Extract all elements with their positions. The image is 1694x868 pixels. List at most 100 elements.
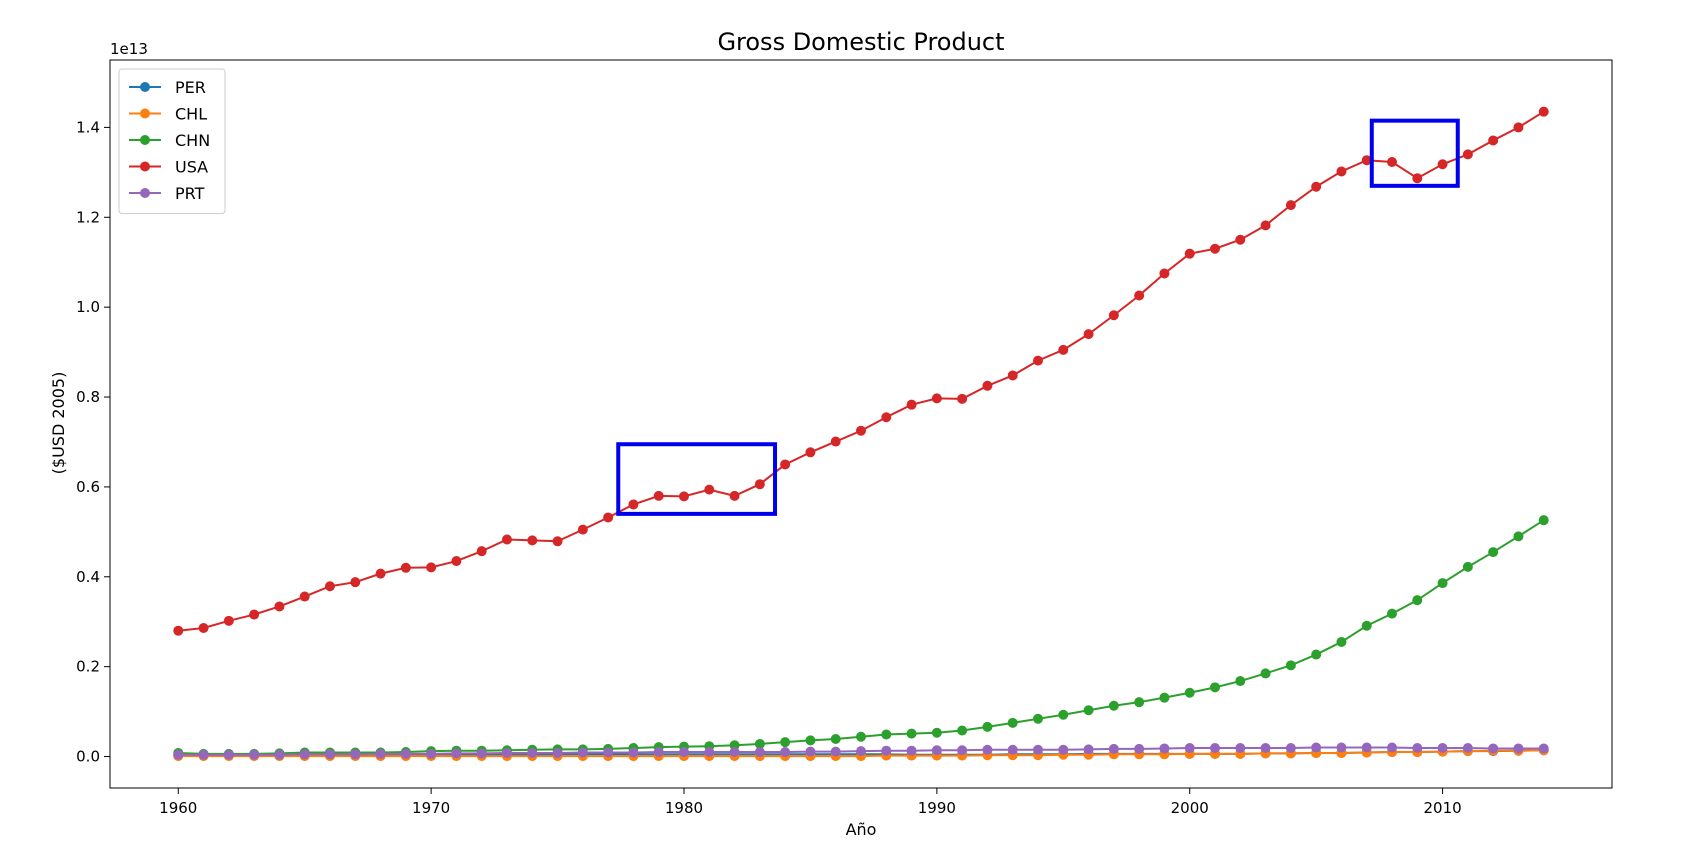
- data-point-chn: [1513, 531, 1524, 542]
- data-point-prt: [1488, 743, 1499, 754]
- data-point-usa: [881, 412, 892, 423]
- data-point-chn: [881, 729, 892, 740]
- legend-swatch-marker: [140, 135, 150, 145]
- data-point-prt: [451, 748, 462, 759]
- data-point-prt: [400, 748, 411, 759]
- data-point-prt: [906, 745, 917, 756]
- data-point-usa: [1134, 290, 1145, 301]
- data-point-usa: [274, 601, 285, 612]
- data-point-usa: [375, 568, 386, 579]
- annotation-layer: [616, 118, 1460, 516]
- data-point-prt: [476, 748, 487, 759]
- data-point-chn: [1336, 636, 1347, 647]
- x-tick-label: 2010: [1423, 799, 1461, 817]
- data-point-usa: [501, 534, 512, 545]
- data-point-prt: [628, 747, 639, 758]
- data-point-chn: [805, 735, 816, 746]
- data-point-chn: [906, 728, 917, 739]
- data-point-usa: [982, 380, 993, 391]
- data-point-usa: [350, 577, 361, 588]
- x-tick-label: 1960: [159, 799, 197, 817]
- data-point-prt: [249, 749, 260, 760]
- data-point-prt: [1159, 743, 1170, 754]
- chart-title: Gross Domestic Product: [717, 28, 1004, 56]
- data-point-usa: [1513, 122, 1524, 133]
- data-point-prt: [856, 746, 866, 757]
- data-point-usa: [957, 393, 968, 404]
- data-point-prt: [780, 747, 791, 758]
- data-point-prt: [1285, 743, 1296, 753]
- data-point-prt: [982, 744, 993, 755]
- data-point-prt: [1361, 742, 1372, 753]
- series-line-usa: [178, 110, 1545, 632]
- legend-label: CHL: [175, 105, 207, 124]
- y-tick-label: 0.0: [76, 748, 100, 766]
- data-point-usa: [1058, 344, 1069, 355]
- data-point-prt: [1108, 743, 1119, 754]
- data-point-usa: [1538, 106, 1549, 117]
- series-layer: [173, 106, 1549, 762]
- data-point-prt: [805, 746, 816, 757]
- data-point-prt: [1260, 743, 1271, 753]
- data-point-prt: [1033, 744, 1043, 755]
- data-point-prt: [1007, 744, 1018, 755]
- data-point-usa: [729, 490, 740, 501]
- data-point-prt: [830, 746, 841, 757]
- data-point-prt: [1538, 743, 1549, 754]
- data-point-prt: [881, 745, 892, 756]
- data-point-chn: [1437, 578, 1448, 589]
- data-point-prt: [375, 748, 386, 759]
- highlight-box: [1369, 118, 1460, 188]
- data-point-chn: [1538, 515, 1549, 526]
- data-point-usa: [1488, 135, 1499, 146]
- data-point-chn: [1033, 713, 1043, 724]
- y-axis-label: ($USD 2005): [49, 372, 68, 475]
- data-point-chn: [1058, 709, 1069, 720]
- data-point-chn: [1488, 547, 1499, 558]
- data-point-usa: [830, 436, 841, 447]
- data-point-chn: [1007, 717, 1018, 728]
- data-point-prt: [223, 749, 234, 760]
- data-point-prt: [274, 749, 285, 760]
- data-point-usa: [704, 484, 715, 495]
- data-point-chn: [1184, 687, 1195, 698]
- data-point-chn: [830, 734, 841, 745]
- series-prt: [173, 742, 1549, 760]
- legend-item-chn: CHN: [129, 131, 210, 150]
- data-point-chn: [1108, 700, 1119, 711]
- data-point-usa: [1260, 220, 1271, 231]
- y-tick-label: 0.8: [76, 388, 100, 406]
- data-point-prt: [577, 747, 588, 758]
- data-point-usa: [249, 609, 260, 620]
- data-point-usa: [679, 491, 689, 502]
- data-point-usa: [1437, 159, 1448, 170]
- series-chn: [173, 515, 1549, 759]
- data-point-prt: [198, 749, 209, 760]
- data-point-prt: [1513, 743, 1524, 754]
- data-point-chn: [1134, 697, 1145, 708]
- legend-item-chl: CHL: [129, 105, 207, 124]
- data-point-usa: [805, 447, 816, 458]
- data-point-prt: [704, 747, 715, 758]
- data-point-usa: [931, 393, 942, 404]
- data-point-usa: [476, 546, 487, 557]
- legend-swatch-marker: [140, 108, 150, 119]
- data-point-prt: [1462, 743, 1473, 753]
- legend-swatch-marker: [140, 161, 150, 172]
- data-point-prt: [679, 747, 689, 758]
- y-axis-ticks: 0.0 0.2 0.4 0.6 0.8 1.0 1.2 1.4: [76, 118, 110, 766]
- x-axis-label: Año: [846, 820, 877, 839]
- x-axis-ticks: 1960 1970 1980 1990 2000 2010: [159, 788, 1462, 817]
- y-tick-label: 1.0: [76, 298, 100, 316]
- data-point-usa: [451, 556, 462, 567]
- data-point-usa: [780, 459, 791, 470]
- data-point-prt: [931, 745, 942, 756]
- data-point-chn: [780, 737, 791, 748]
- data-point-prt: [173, 749, 184, 760]
- data-point-chn: [1285, 660, 1296, 671]
- legend-swatch-marker: [140, 82, 150, 92]
- data-point-usa: [299, 591, 310, 602]
- y-multiplier-label: 1e13: [110, 40, 148, 58]
- data-point-prt: [426, 748, 437, 759]
